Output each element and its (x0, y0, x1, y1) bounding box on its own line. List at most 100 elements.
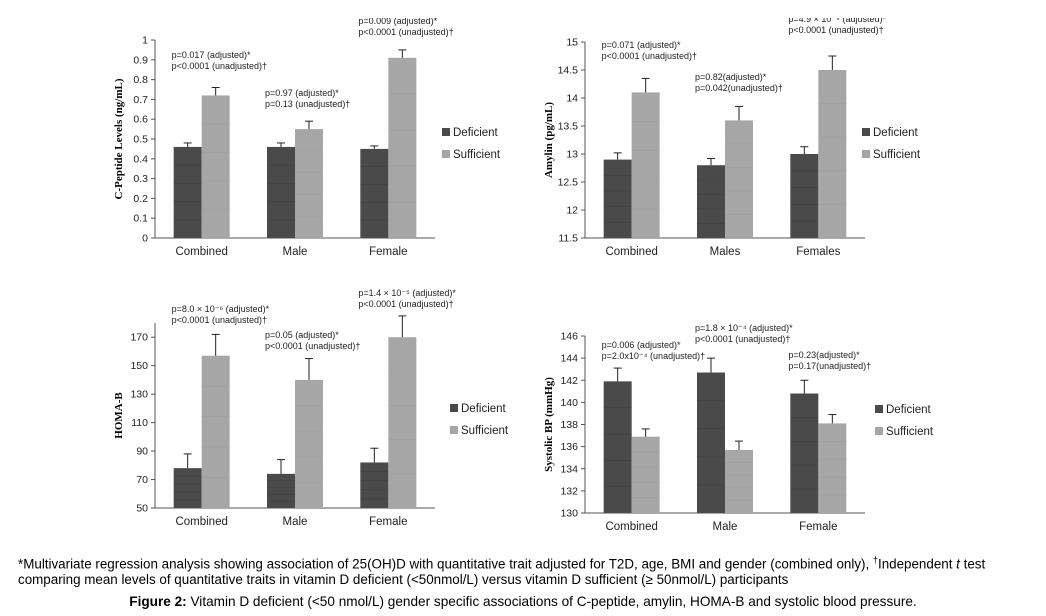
bar-sufficient (725, 120, 753, 238)
bar-deficient (603, 381, 632, 513)
bar-sufficient (818, 423, 847, 513)
p-value-annotation: p=0.23(adjusted)* (788, 350, 860, 360)
legend-label: Sufficient (461, 425, 509, 437)
bar-deficient (790, 154, 819, 238)
figure-caption: Figure 2: Vitamin D deficient (<50 nmol/… (0, 594, 1046, 609)
y-tick-label: 140 (560, 397, 578, 409)
y-tick-label: 0 (142, 233, 148, 245)
p-value-annotation: p=0.017 (adjusted)* (172, 50, 251, 60)
bar-sufficient (818, 70, 847, 238)
x-category-label: Male (283, 246, 308, 258)
footnote: *Multivariate regression analysis showin… (18, 555, 986, 588)
x-category-label: Combined (605, 246, 657, 258)
y-tick-label: 150 (130, 360, 148, 372)
p-value-annotation: p=0.82(adjusted)* (695, 72, 767, 82)
y-tick-label: 134 (560, 463, 578, 475)
bar-deficient (790, 393, 819, 513)
y-axis-title: Amylin (pg/mL) (543, 102, 555, 178)
legend-swatch-sufficient (450, 426, 458, 434)
y-tick-label: 136 (560, 441, 578, 453)
y-tick-label: 138 (560, 419, 578, 431)
x-category-label: Males (710, 246, 741, 258)
y-tick-label: 13 (566, 149, 578, 161)
p-value-annotation: p=0.05 (adjusted)* (265, 330, 339, 340)
legend-label: Sufficient (873, 149, 921, 161)
y-tick-label: 70 (136, 474, 148, 486)
legend-swatch-sufficient (442, 150, 450, 158)
caption-text: Vitamin D deficient (<50 nmol/L) gender … (186, 594, 917, 609)
y-tick-label: 0.5 (133, 134, 148, 146)
p-value-annotation: p=8.0 × 10⁻⁶ (adjusted)* (172, 304, 270, 314)
y-tick-label: 11.5 (558, 233, 578, 245)
bar-sufficient (725, 449, 753, 513)
x-category-label: Female (369, 246, 407, 258)
legend-swatch-deficient (442, 128, 450, 136)
legend-label: Deficient (886, 404, 932, 416)
y-tick-label: 132 (560, 485, 578, 497)
p-value-annotation: p=0.17(unadjusted)† (788, 361, 871, 371)
p-value-annotation: p=1.8 × 10⁻⁴ (adjusted)* (695, 323, 793, 333)
y-tick-label: 14.5 (558, 65, 579, 77)
caption-label: Figure 2: (129, 594, 187, 609)
bar-sufficient (295, 129, 323, 238)
legend-label: Deficient (453, 127, 499, 139)
y-tick-label: 14 (566, 93, 578, 105)
y-axis-title: Systolic BP (mmHg) (543, 377, 555, 472)
x-category-label: Female (369, 516, 407, 528)
y-tick-label: 0.1 (133, 213, 148, 225)
legend-label: Deficient (873, 127, 919, 139)
y-axis-title: HOMA-B (113, 392, 125, 439)
y-tick-label: 0.7 (133, 94, 148, 106)
p-value-annotation: p<0.0001 (unadjusted)† (265, 341, 360, 351)
x-category-label: Combined (175, 246, 227, 258)
y-tick-label: 0.6 (133, 114, 148, 126)
p-value-annotation: p<0.0001 (unadjusted)† (358, 299, 453, 309)
bar-sufficient (201, 95, 230, 238)
y-tick-label: 130 (560, 508, 578, 520)
legend-swatch-deficient (450, 404, 458, 412)
p-value-annotation: p<0.0001 (unadjusted)† (358, 27, 453, 37)
y-tick-label: 110 (131, 417, 148, 429)
y-tick-label: 146 (560, 331, 578, 343)
y-tick-label: 0.3 (133, 173, 148, 185)
bar-sufficient (631, 92, 660, 239)
p-value-annotation: p<0.0001 (unadjusted)† (172, 61, 267, 71)
legend-swatch-sufficient (862, 150, 870, 158)
x-category-label: Male (713, 521, 738, 533)
p-value-annotation: p=0.13 (unadjusted)† (265, 99, 350, 109)
bar-deficient (173, 146, 202, 238)
bar-sufficient (388, 57, 417, 238)
legend-swatch-deficient (875, 405, 883, 413)
chart-svg: 11.5 12 12.5 13 13.5 14 14.5 15 Amylin (pg/mL) Co… (543, 14, 921, 258)
y-tick-label: 144 (560, 353, 578, 365)
x-category-label: Females (796, 246, 840, 258)
bar-deficient (173, 468, 202, 508)
bar-deficient (360, 148, 389, 238)
p-value-annotation: p=1.4 × 10⁻⁵ (adjusted)* (358, 288, 456, 298)
p-value-annotation: p=0.009 (adjusted)* (358, 18, 437, 26)
p-value-annotation: p=0.042(unadjusted)† (695, 83, 783, 93)
y-tick-label: 0.4 (133, 153, 148, 165)
p-value-annotation: p=2.0x10⁻⁴ (unadjusted)† (602, 351, 705, 361)
p-value-annotation: p=0.006 (adjusted)* (602, 340, 681, 350)
legend-label: Deficient (461, 403, 507, 415)
chart-svg: 130 132 134 136 138 140 142 144 146 Systolic BP (… (543, 323, 934, 533)
chart-svg: 0 0.1 0.2 0.3 0.4 0.5 0.6 0.7 0.8 0.9 1 C-Peptide L… (113, 16, 501, 258)
y-tick-label: 0.8 (133, 74, 148, 86)
y-tick-label: 50 (136, 503, 148, 515)
y-tick-label: 1 (142, 35, 148, 47)
p-value-annotation: p<0.0001 (unadjusted)† (695, 334, 790, 344)
chart-c-peptide: 0 0.1 0.2 0.3 0.4 0.5 0.6 0.7 0.8 0.9 1 C-Peptide L… (110, 16, 540, 263)
y-axis-title: C-Peptide Levels (ng/mL) (113, 78, 125, 199)
y-tick-label: 130 (130, 389, 148, 401)
x-category-label: Female (799, 521, 837, 533)
y-tick-label: 13.5 (558, 121, 579, 133)
y-tick-label: 12 (566, 205, 578, 217)
y-tick-label: 170 (130, 332, 148, 344)
p-value-annotation: p=4.9 × 10⁻⁴ (adjusted)* (788, 18, 886, 24)
bar-sufficient (201, 355, 230, 508)
bar-deficient (697, 165, 725, 238)
legend-swatch-deficient (862, 128, 870, 136)
bar-deficient (267, 146, 295, 238)
chart-svg: 50 70 90 110 130 150 170 HOMA-B Combined p=8.0 × … (113, 288, 509, 528)
